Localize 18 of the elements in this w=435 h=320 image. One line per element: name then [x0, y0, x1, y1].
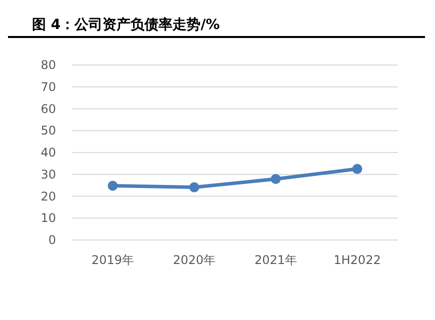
point [108, 180, 118, 191]
x-tick-label: 2020年 [172, 253, 216, 267]
y-tick-label: 20 [40, 189, 56, 204]
y-tick-label: 40 [40, 146, 56, 160]
y-tick-label: 10 [40, 211, 56, 226]
chart-title: 图 4：公司资产负债率走势/% [32, 16, 220, 33]
point [189, 182, 200, 192]
x-tick-label: 2021年 [254, 253, 298, 267]
x-tick-label: 2019年 [91, 253, 134, 267]
y-tick-label: 50 [40, 124, 56, 138]
y-tick-label: 0 [48, 233, 56, 247]
y-tick-label: 70 [40, 80, 56, 94]
y-tick-label: 80 [40, 58, 56, 72]
point [270, 174, 281, 184]
y-tick-label: 60 [40, 102, 56, 116]
point [352, 164, 362, 174]
y-tick-label: 30 [40, 167, 56, 182]
x-tick-label: 1H2022 [334, 253, 381, 267]
